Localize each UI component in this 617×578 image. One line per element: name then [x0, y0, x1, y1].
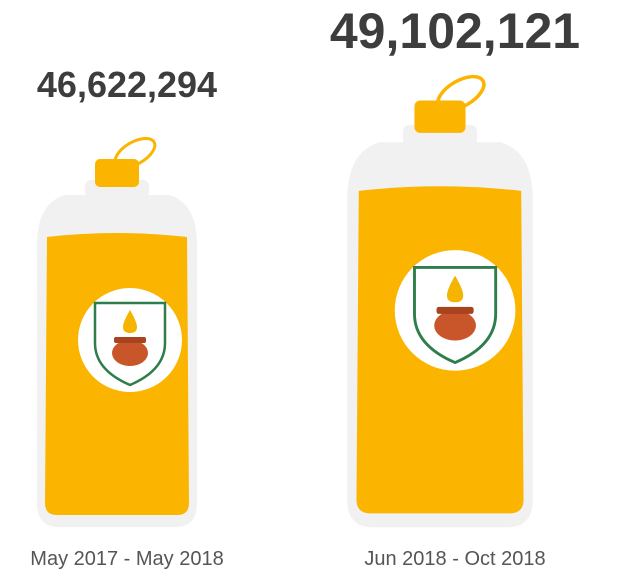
period-label: Jun 2018 - Oct 2018 — [364, 548, 545, 570]
value-label: 46,622,294 — [37, 64, 217, 105]
value-label: 49,102,121 — [330, 3, 580, 59]
bottle-icon — [35, 130, 199, 529]
period-label: May 2017 - May 2018 — [30, 548, 223, 570]
bottle-icon — [345, 67, 535, 530]
